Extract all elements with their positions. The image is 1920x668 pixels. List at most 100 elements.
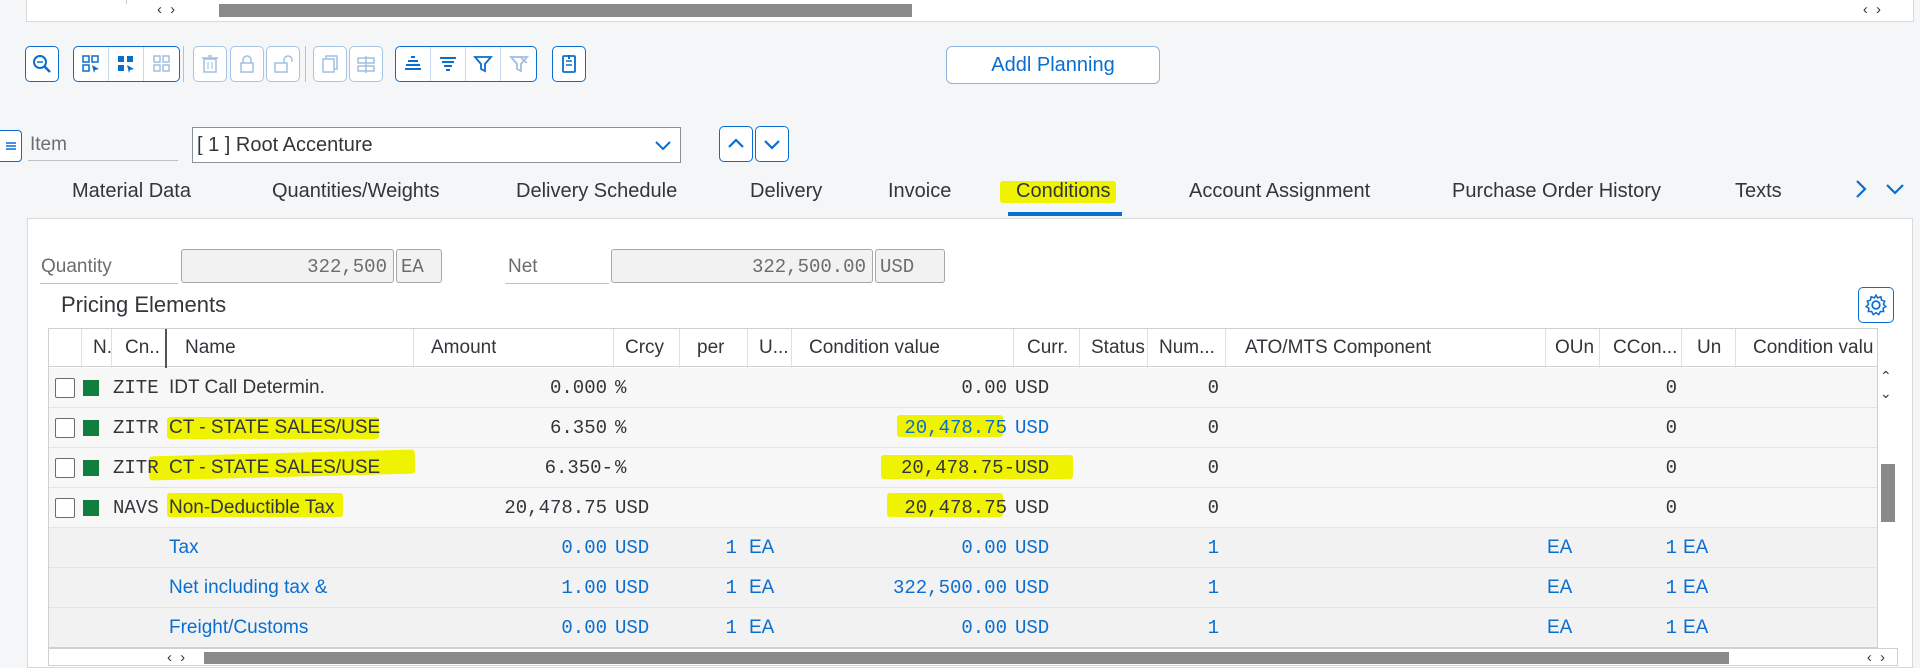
scroll-left-right-icon[interactable]: ‹ › [1862, 1, 1883, 18]
scrollbar-thumb[interactable] [219, 4, 912, 17]
order-unit: EA [1547, 537, 1573, 558]
column-header[interactable]: Condition valu [1753, 337, 1874, 358]
row-checkbox[interactable] [55, 418, 75, 438]
condition-name[interactable]: Freight/Customs [169, 617, 309, 638]
column-header[interactable]: OUn [1555, 337, 1595, 358]
table-row[interactable]: ZITE IDT Call Determin. 0.000 % 0.00 USD… [49, 368, 1877, 408]
currency: % [615, 417, 627, 439]
delete-icon[interactable] [193, 46, 227, 82]
condition-value: 322,500.00 [892, 577, 1007, 599]
column-header[interactable]: Curr. [1027, 337, 1069, 358]
tab-delivery-schedule[interactable]: Delivery Schedule [516, 180, 678, 202]
unit-of-measure: EA [749, 577, 775, 598]
sort-ascending-icon[interactable] [396, 47, 431, 81]
collapse-icon[interactable] [0, 130, 22, 162]
table-row[interactable]: Tax 0.00 USD 1 EA 0.00 USD 1 EA 1 EA [49, 528, 1877, 568]
table-row[interactable]: ZITR CT - STATE SALES/USE 6.350- % 20,47… [49, 448, 1877, 488]
table-cell-edge [27, 0, 127, 4]
addl-planning-button[interactable]: Addl Planning [946, 46, 1160, 84]
status-indicator [83, 500, 99, 516]
highlight-marker [167, 417, 379, 439]
copy-icon[interactable] [313, 46, 347, 82]
row-checkbox[interactable] [55, 458, 75, 478]
column-header[interactable]: Crcy [625, 337, 665, 358]
row-checkbox[interactable] [55, 498, 75, 518]
column-header[interactable]: CCon... [1613, 337, 1678, 358]
column-header[interactable]: Name [185, 337, 236, 358]
tab-material-data[interactable]: Material Data [72, 180, 191, 202]
tab-purchase-order-history[interactable]: Purchase Order History [1452, 180, 1661, 202]
amount: 20,478.75 [504, 497, 607, 519]
scrollbar-thumb[interactable] [204, 652, 1729, 664]
item-select[interactable]: [ 1 ] Root Accenture [192, 127, 681, 163]
select-block-icon[interactable] [109, 47, 144, 81]
unlock-icon[interactable] [266, 46, 300, 82]
item-details-icon[interactable] [25, 46, 59, 82]
toolbar-separator [183, 46, 184, 82]
document-icon[interactable] [552, 46, 586, 82]
column-header[interactable]: Condition value [809, 337, 940, 358]
table-vertical-scrollbar[interactable]: ⌃ ⌄ [1878, 366, 1898, 648]
next-item-button[interactable] [755, 126, 789, 162]
column-header[interactable]: ATO/MTS Component [1245, 337, 1432, 358]
tab-quantities-weights[interactable]: Quantities/Weights [272, 180, 440, 202]
unit: EA [1683, 617, 1709, 638]
tabs-overflow-icon[interactable] [1884, 178, 1906, 207]
tab-account-assignment[interactable]: Account Assignment [1189, 180, 1371, 202]
table-row[interactable]: NAVS Non-Deductible Tax 20,478.75 USD 20… [49, 488, 1877, 528]
table-row[interactable]: Freight/Customs 0.00 USD 1 EA 0.00 USD 1… [49, 608, 1877, 647]
tab-invoice[interactable]: Invoice [888, 180, 952, 202]
scroll-left-right-icon[interactable]: ‹ › [167, 649, 188, 666]
scrollbar-thumb[interactable] [1881, 464, 1895, 522]
conversion: 0 [1665, 457, 1677, 479]
quantity-unit-field[interactable]: EA [396, 249, 442, 283]
column-header[interactable]: Num... [1159, 337, 1215, 358]
condition-currency: USD [1015, 577, 1050, 599]
column-header[interactable]: Cn... [125, 337, 161, 358]
status-indicator [83, 460, 99, 476]
column-header[interactable]: U... [759, 337, 789, 358]
column-header[interactable]: Status [1091, 337, 1145, 358]
scroll-left-right-icon[interactable]: ‹ › [1866, 649, 1887, 666]
table-horizontal-scrollbar[interactable]: ‹ › ‹ › [48, 648, 1898, 666]
tab-delivery[interactable]: Delivery [750, 180, 823, 202]
tab-texts[interactable]: Texts [1735, 180, 1782, 202]
conversion: 1 [1665, 577, 1677, 599]
previous-item-button[interactable] [719, 126, 753, 162]
quantity-field[interactable]: 322,500 [181, 249, 394, 283]
filter-icon[interactable] [466, 47, 501, 81]
condition-name[interactable]: Tax [169, 537, 199, 558]
column-header[interactable]: Amount [431, 337, 497, 358]
condition-name[interactable]: Net including tax & [169, 577, 328, 598]
highlight-marker [881, 455, 1073, 479]
column-header[interactable]: N. [93, 337, 112, 358]
tabs-scroll-right-icon[interactable] [1850, 178, 1872, 207]
settings-button[interactable] [1858, 287, 1894, 323]
table-row[interactable]: ZITR CT - STATE SALES/USE 6.350 % 20,478… [49, 408, 1877, 448]
pricing-unit: 1 [725, 537, 737, 559]
condition-currency: USD [1015, 377, 1050, 399]
column-header[interactable]: Un [1697, 337, 1722, 358]
tab-conditions[interactable]: Conditions [1016, 180, 1111, 202]
remove-filter-icon[interactable] [501, 47, 536, 81]
chevron-down-icon [764, 140, 780, 150]
split-icon[interactable] [349, 46, 383, 82]
quantity-label: Quantity [41, 256, 112, 277]
lock-icon[interactable] [230, 46, 264, 82]
condition-currency: USD [1015, 457, 1050, 479]
active-tab-indicator [1008, 212, 1122, 216]
deselect-all-icon[interactable] [144, 47, 179, 81]
scroll-up-down-icon[interactable]: ⌃ ⌄ [1880, 368, 1892, 401]
select-all-icon[interactable] [74, 47, 109, 81]
order-unit: EA [1547, 577, 1573, 598]
net-value-field[interactable]: 322,500.00 [611, 249, 873, 283]
top-horizontal-scrollbar[interactable]: ‹ › ‹ › [26, 0, 1914, 22]
amount: 1.00 [561, 577, 607, 599]
net-currency-field[interactable]: USD [875, 249, 945, 283]
scroll-left-right-icon[interactable]: ‹ › [157, 1, 178, 18]
table-row[interactable]: Net including tax & 1.00 USD 1 EA 322,50… [49, 568, 1877, 608]
column-header[interactable]: per [697, 337, 725, 358]
row-checkbox[interactable] [55, 378, 75, 398]
unit: EA [1683, 577, 1709, 598]
sort-descending-icon[interactable] [431, 47, 466, 81]
